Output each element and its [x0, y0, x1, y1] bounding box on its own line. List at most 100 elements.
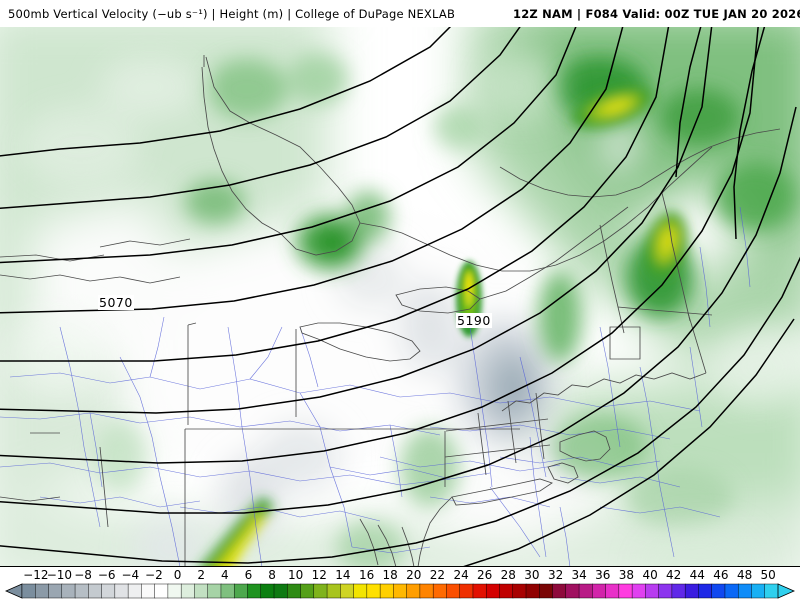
colorbar-swatch: [592, 583, 607, 599]
colorbar-tick-label: 42: [666, 568, 682, 582]
colorbar-tick-label: 50: [760, 568, 776, 582]
colorbar-swatch: [565, 583, 580, 599]
colorbar-tick-label: 16: [358, 568, 375, 582]
colorbar-tick-label: 44: [689, 568, 705, 582]
colorbar-swatch: [167, 583, 182, 599]
colorbar-swatch: [220, 583, 235, 599]
colorbar-swatch: [366, 583, 381, 599]
colorbar-tick-label: 12: [311, 568, 327, 582]
colorbar-swatch: [340, 583, 355, 599]
colorbar-swatch: [432, 583, 448, 599]
colorbar-swatch: [578, 583, 593, 599]
colorbar-swatch: [671, 583, 686, 599]
colorbar-tick-label: 10: [288, 568, 304, 582]
chart-title-right: 12Z NAM | F084 Valid: 00Z TUE JAN 20 202…: [513, 7, 800, 21]
colorbar-swatch: [711, 583, 726, 599]
colorbar-tick-label: 2: [197, 568, 206, 582]
colorbar-swatch: [114, 583, 129, 599]
colorbar-tick-label: 4: [220, 568, 229, 582]
colorbar-tick-label: 8: [268, 568, 276, 582]
colorbar-swatch: [499, 583, 514, 599]
chart-header: 500mb Vertical Velocity (−ub s⁻¹) | Heig…: [0, 0, 800, 27]
colorbar-tick-label: 24: [453, 568, 469, 582]
river-network: [0, 206, 751, 567]
colorbar-tick-label: −2: [145, 568, 163, 582]
colorbar-tick-label: −6: [97, 568, 116, 582]
height-contours: [0, 27, 800, 567]
colorbar-swatch: [154, 583, 169, 599]
colorbar-swatch: [61, 583, 76, 599]
geographic-boundaries: [0, 55, 781, 567]
colorbar-tick-label: 48: [736, 568, 753, 582]
colorbar-arrow-left: [5, 583, 23, 599]
colorbar: −12 −10 −8 −6 −4 −2 0 2 4 6 8 10 12 14 16 18 20 22 24 26 28 3…: [0, 567, 800, 600]
colorbar-tick-label: 18: [382, 568, 398, 582]
colorbar-tick-label: 22: [429, 568, 446, 582]
colorbar-swatch: [446, 583, 461, 599]
colorbar-swatch: [326, 583, 341, 599]
colorbar-swatch: [233, 583, 249, 599]
colorbar-swatch: [101, 583, 116, 599]
colorbar-tick-label: 34: [571, 568, 587, 582]
colorbar-swatch: [379, 583, 394, 599]
colorbar-swatch: [21, 583, 36, 599]
colorbar-swatch: [698, 583, 713, 599]
contour-label-5190: 5190: [456, 313, 492, 328]
colorbar-swatch: [127, 583, 142, 599]
colorbar-swatch: [300, 583, 315, 599]
colorbar-tick-label: 6: [244, 568, 253, 582]
colorbar-swatch: [618, 583, 633, 599]
colorbar-swatch: [605, 583, 620, 599]
colorbar-swatch: [287, 583, 302, 599]
ascent-plume-maine: [571, 86, 653, 128]
colorbar-swatch: [180, 583, 196, 599]
colorbar-swatch: [74, 583, 89, 599]
colorbar-tick-labels: −12 −10 −8 −6 −4 −2 0 2 4 6 8 10 12 14 16 18 20 22 24 26 28 3…: [0, 568, 800, 583]
colorbar-swatch: [260, 583, 275, 599]
map-canvas[interactable]: 5070 5190: [0, 27, 800, 567]
colorbar-swatch: [194, 583, 209, 599]
colorbar-swatch: [737, 583, 753, 599]
colorbar-tick-label: 20: [406, 568, 422, 582]
colorbar-swatch: [525, 583, 540, 599]
colorbar-tick-label: 30: [524, 568, 540, 582]
colorbar-swatch: [419, 583, 434, 599]
colorbar-swatch: [141, 583, 156, 599]
colorbar-tick-label: −4: [121, 568, 140, 582]
contour-label-5070: 5070: [98, 295, 134, 310]
colorbar-swatch: [406, 583, 421, 599]
colorbar-tick-label: 28: [500, 568, 516, 582]
colorbar-tick-label: 46: [713, 568, 729, 582]
subsidence-regions: [134, 117, 646, 567]
colorbar-arrow-right: [777, 583, 795, 599]
map-svg: [0, 27, 800, 567]
colorbar-swatch: [273, 583, 288, 599]
colorbar-swatch: [88, 583, 103, 599]
colorbar-swatch: [539, 583, 554, 599]
colorbar-tick-label: 0: [173, 568, 182, 582]
colorbar-swatch: [724, 583, 739, 599]
colorbar-swatch: [751, 583, 766, 599]
ascent-band-appalachians: [200, 497, 274, 567]
ascent-cells: [94, 53, 795, 567]
colorbar-swatch: [684, 583, 700, 599]
colorbar-swatch: [207, 583, 222, 599]
colorbar-tick-label: −12: [23, 568, 49, 582]
colorbar-swatches: [5, 583, 795, 599]
colorbar-swatch: [48, 583, 63, 599]
colorbar-swatch: [313, 583, 328, 599]
colorbar-swatch: [35, 583, 50, 599]
colorbar-swatch: [658, 583, 673, 599]
colorbar-tick-label: 36: [595, 568, 611, 582]
colorbar-tick-label: 14: [335, 568, 351, 582]
map-colorbar-divider: [0, 566, 800, 567]
colorbar-tick-label: 38: [618, 568, 635, 582]
chart-title-left: 500mb Vertical Velocity (−ub s⁻¹) | Heig…: [8, 7, 456, 21]
colorbar-swatch: [247, 583, 262, 599]
colorbar-tick-label: 26: [477, 568, 493, 582]
colorbar-swatch: [459, 583, 474, 599]
colorbar-swatch: [631, 583, 646, 599]
colorbar-swatch: [645, 583, 660, 599]
colorbar-swatch: [485, 583, 501, 599]
